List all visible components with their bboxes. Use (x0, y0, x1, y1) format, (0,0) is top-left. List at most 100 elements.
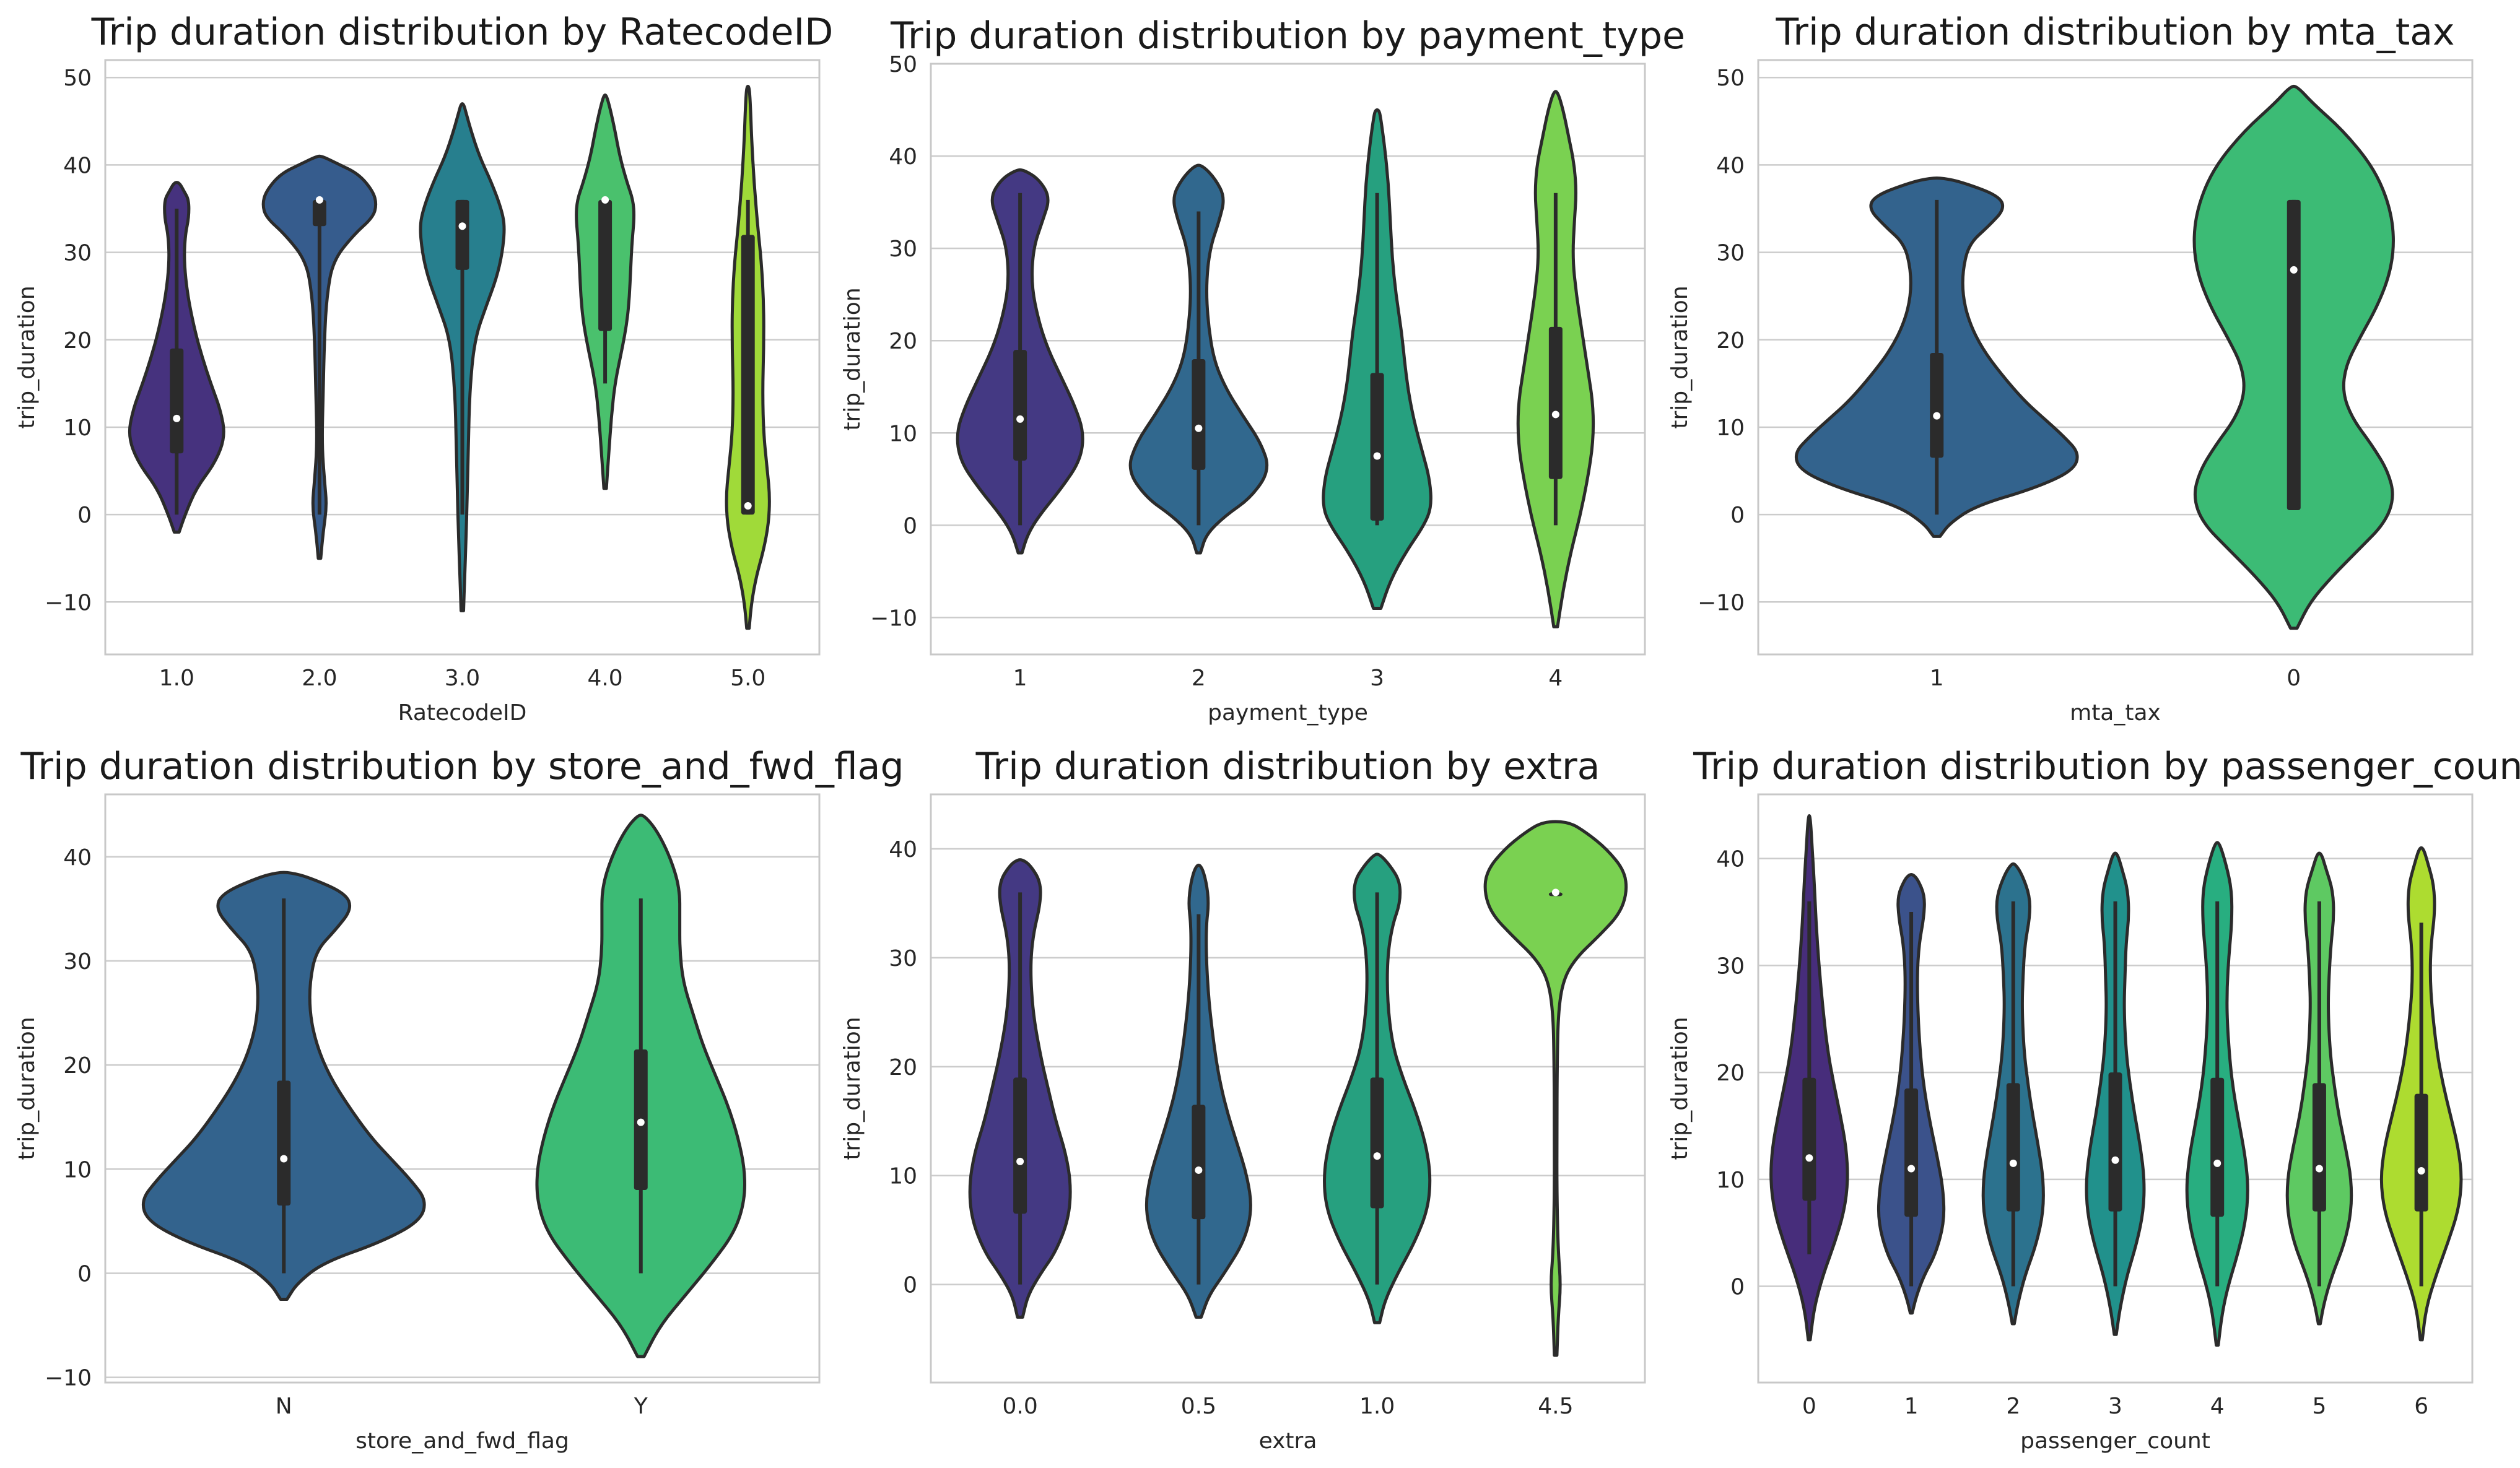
median-marker (458, 222, 466, 230)
x-tick-label: 0.5 (1181, 1394, 1216, 1419)
iqr-box (1370, 1077, 1384, 1209)
y-tick-label: 0 (77, 503, 92, 528)
y-tick-label: 10 (1716, 1168, 1745, 1193)
y-tick-label: 30 (1716, 241, 1745, 266)
plot-frame (930, 793, 1646, 1384)
violin-5 (2285, 851, 2353, 1326)
x-tick-label: 1 (1930, 666, 1944, 691)
median-marker (280, 1155, 288, 1163)
chart-title: Trip duration distribution by extra (975, 745, 1600, 788)
violin-0 (1769, 814, 1849, 1342)
median-marker (1933, 412, 1941, 420)
iqr-box (2312, 1083, 2326, 1212)
violin-1.0 (128, 181, 225, 534)
median-marker (2315, 1165, 2323, 1173)
y-tick-label: 10 (1716, 415, 1745, 441)
x-tick-label: 1 (1013, 666, 1027, 691)
violin-4.0 (575, 93, 636, 490)
violin-2.0 (261, 154, 378, 560)
median-marker (601, 196, 609, 204)
y-axis-label: trip_duration (14, 1017, 40, 1160)
median-marker (1195, 424, 1203, 432)
y-tick-label: 20 (1716, 1061, 1745, 1086)
y-tick-label: 10 (889, 421, 917, 446)
chart-title: Trip duration distribution by store_and_… (20, 745, 904, 788)
violin-0 (2192, 84, 2395, 630)
y-tick-label: 40 (1716, 153, 1745, 178)
x-tick-label: 4.5 (1538, 1394, 1573, 1419)
y-tick-label: 30 (889, 237, 917, 262)
y-tick-label: 0 (1730, 1275, 1745, 1300)
x-axis-label: mta_tax (2070, 700, 2161, 726)
y-tick-label: 10 (63, 1157, 92, 1183)
x-tick-label: 3 (1370, 666, 1384, 691)
x-tick-label: 0 (1802, 1394, 1816, 1419)
y-tick-label: 0 (903, 1273, 917, 1298)
y-tick-label: 50 (889, 52, 917, 77)
violin-4.5 (1483, 820, 1628, 1357)
x-tick-label: 6 (2414, 1394, 2428, 1419)
y-tick-label: 20 (63, 1053, 92, 1079)
x-tick-label: 3.0 (445, 666, 480, 691)
violin-2 (1128, 163, 1269, 555)
iqr-box (277, 1080, 291, 1206)
violin-5.0 (725, 84, 771, 630)
y-axis-label: trip_duration (1667, 285, 1693, 428)
median-marker (1551, 410, 1559, 419)
y-tick-label: 50 (63, 66, 92, 91)
x-axis-label: extra (1259, 1428, 1317, 1454)
x-tick-label: 3 (2108, 1394, 2122, 1419)
x-tick-label: 2 (2006, 1394, 2020, 1419)
violin-Y (535, 814, 746, 1358)
median-marker (2290, 266, 2298, 274)
iqr-box (598, 199, 613, 331)
x-tick-label: 1.0 (159, 666, 194, 691)
median-marker (2111, 1156, 2119, 1164)
x-tick-label: 2 (1192, 666, 1206, 691)
x-tick-label: 2.0 (302, 666, 337, 691)
violin-4 (2185, 841, 2249, 1347)
y-tick-label: 0 (903, 513, 917, 539)
median-marker (1551, 888, 1559, 897)
median-marker (2009, 1159, 2017, 1167)
median-marker (173, 414, 181, 422)
x-axis-label: RatecodeID (398, 700, 527, 726)
x-tick-label: N (276, 1394, 292, 1419)
median-marker (315, 196, 323, 204)
y-tick-label: −10 (1698, 590, 1745, 615)
y-axis-label: trip_duration (840, 287, 865, 430)
y-tick-label: 40 (1716, 847, 1745, 872)
violin-1 (1877, 873, 1946, 1315)
median-marker (637, 1118, 645, 1126)
plot-frame (1757, 59, 2474, 656)
median-marker (2213, 1159, 2221, 1167)
chart-2: −10 0 10 20 30 40 50 1 2 3 4 Trip duration distribu… (840, 14, 1685, 726)
iqr-box (741, 235, 755, 515)
y-tick-label: 10 (889, 1164, 917, 1189)
chart-title: Trip duration distribution by mta_tax (1775, 11, 2454, 54)
iqr-box (2006, 1083, 2020, 1212)
chart-title: Trip duration distribution by RatecodeID (91, 11, 834, 54)
chart-6: 0 10 20 30 40 0 1 2 3 4 5 6 Trip duration distributi… (1667, 745, 2520, 1454)
chart-title: Trip duration distribution by payment_ty… (890, 14, 1685, 58)
median-marker (1195, 1166, 1203, 1174)
y-tick-label: 20 (889, 329, 917, 354)
y-tick-label: −10 (870, 606, 917, 631)
violin-3.0 (419, 102, 506, 612)
y-tick-label: 40 (889, 837, 917, 862)
chart-5: 0 10 20 30 40 0.0 0.5 1.0 4.5 Trip duration distr… (840, 745, 1646, 1454)
iqr-box (1370, 373, 1384, 521)
y-tick-label: 0 (77, 1261, 92, 1287)
iqr-box (455, 199, 469, 270)
y-tick-label: 20 (889, 1055, 917, 1080)
x-tick-label: 0.0 (1002, 1394, 1037, 1419)
x-tick-label: Y (634, 1394, 648, 1419)
iqr-box (1013, 1077, 1027, 1214)
y-tick-label: 40 (889, 144, 917, 170)
median-marker (1373, 452, 1381, 460)
chart-4: −10 0 10 20 30 40 N Y Trip duration distribution… (14, 745, 904, 1454)
violin-3 (1322, 108, 1432, 610)
y-tick-label: 40 (63, 153, 92, 178)
